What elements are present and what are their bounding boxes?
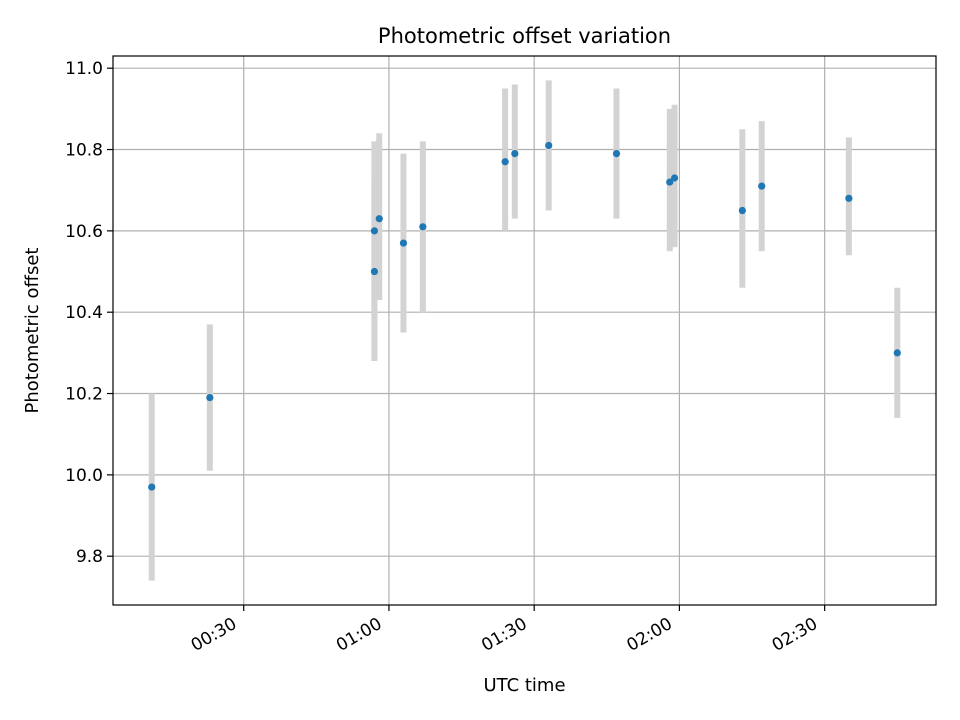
data-point: [666, 178, 674, 186]
data-point: [612, 150, 621, 158]
data-point: [399, 239, 408, 247]
plot-frame: [112, 55, 937, 606]
y-axis: 9.8 10.0 10.2 10.4 10.6 10.8 11.0: [65, 59, 113, 567]
data-point: [545, 141, 553, 150]
data-points: [148, 141, 901, 491]
chart-title: Photometric offset variation: [378, 24, 671, 48]
y-tick-label: 10.2: [65, 385, 103, 405]
x-axis-title: UTC time: [483, 675, 565, 696]
data-point: [419, 223, 427, 231]
data-point: [511, 150, 519, 158]
y-tick-label: 11.0: [65, 59, 103, 79]
y-tick-label: 9.8: [76, 547, 103, 567]
data-point: [738, 206, 746, 215]
y-tick-label: 10.0: [65, 466, 103, 486]
data-point: [758, 182, 766, 190]
data-point: [375, 215, 383, 223]
data-point: [845, 194, 853, 202]
data-point: [370, 267, 379, 276]
data-point: [148, 483, 156, 491]
data-point: [893, 349, 901, 357]
y-tick-label: 10.4: [65, 303, 103, 323]
data-point: [670, 174, 679, 182]
data-point: [501, 158, 509, 166]
y-tick-label: 10.8: [65, 141, 103, 161]
data-point: [370, 227, 379, 235]
data-point: [206, 394, 214, 402]
y-tick-label: 10.6: [65, 222, 103, 242]
y-axis-title: Photometric offset: [22, 248, 43, 414]
grid: [113, 56, 936, 605]
